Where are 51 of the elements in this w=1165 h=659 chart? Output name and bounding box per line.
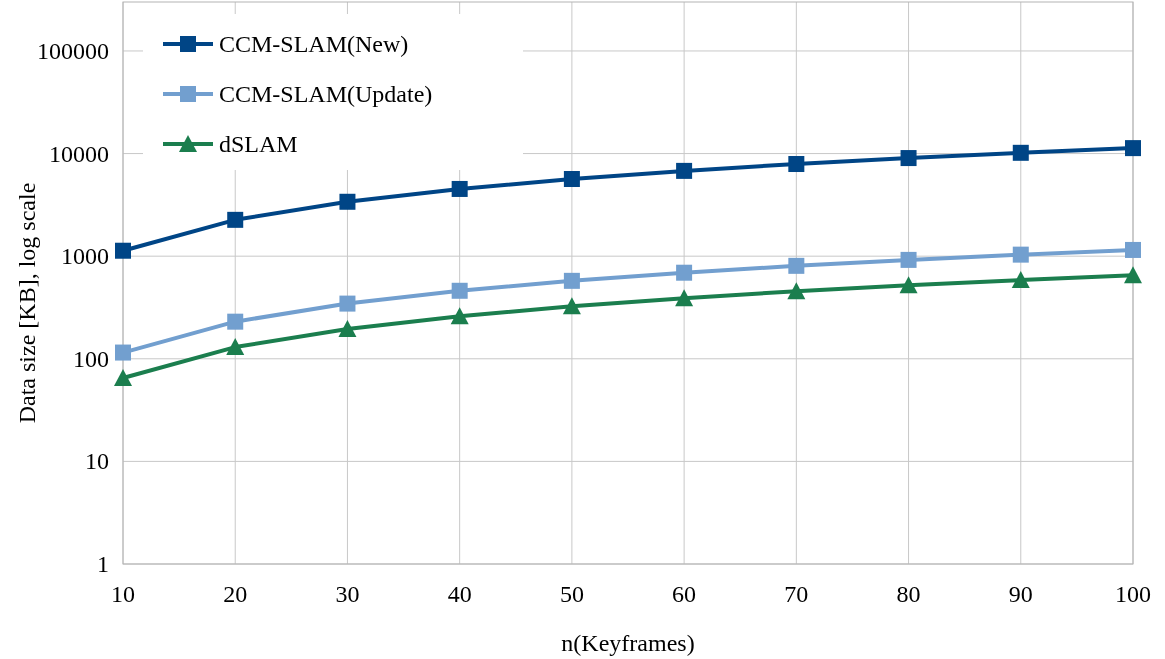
point [787, 282, 806, 300]
y-tick-label: 100000 [37, 37, 109, 64]
point [114, 368, 132, 386]
point [562, 297, 581, 315]
point [900, 251, 917, 268]
point [339, 193, 356, 210]
point [451, 282, 468, 299]
x-tick-label: 90 [1008, 581, 1033, 607]
point [563, 171, 580, 188]
x-tick-label: 30 [335, 581, 360, 607]
point [1011, 271, 1030, 289]
point [900, 150, 917, 167]
point [1012, 144, 1029, 161]
legend-label: dSLAM [219, 131, 298, 157]
x-tick-label: 50 [559, 581, 584, 607]
point [1125, 241, 1141, 258]
point [227, 211, 244, 228]
point [788, 257, 805, 274]
point [676, 162, 693, 179]
point [1124, 266, 1142, 284]
y-tick-label: 100 [73, 345, 109, 372]
x-tick-label: 100 [1115, 581, 1151, 607]
point [338, 320, 357, 338]
y-tick-label: 1 [97, 551, 109, 577]
point [115, 344, 131, 361]
x-tick-label: 80 [896, 581, 921, 607]
point [563, 272, 580, 289]
x-tick-label: 60 [672, 581, 697, 607]
point [675, 289, 694, 307]
y-tick-label: 10 [85, 448, 109, 475]
y-tick-label: 1000 [61, 243, 109, 270]
point [226, 338, 245, 356]
legend-label: CCM-SLAM(Update) [219, 81, 433, 107]
point [227, 313, 244, 330]
point [450, 307, 469, 325]
x-tick-label: 20 [223, 581, 248, 607]
point [1125, 140, 1141, 157]
legend-label: CCM-SLAM(New) [219, 31, 409, 57]
point [115, 242, 131, 259]
y-tick-label: 10000 [49, 140, 109, 167]
point [676, 264, 693, 281]
y-axis-title: Data size [KB], log scale [14, 182, 40, 424]
x-tick-label: 40 [447, 581, 472, 607]
point [339, 295, 356, 312]
point [1012, 246, 1029, 263]
point [899, 276, 918, 294]
x-tick-label: 10 [111, 581, 135, 607]
x-axis-title: n(Keyframes) [561, 630, 695, 656]
point [451, 180, 468, 197]
point [788, 156, 805, 173]
x-tick-label: 70 [784, 581, 809, 607]
